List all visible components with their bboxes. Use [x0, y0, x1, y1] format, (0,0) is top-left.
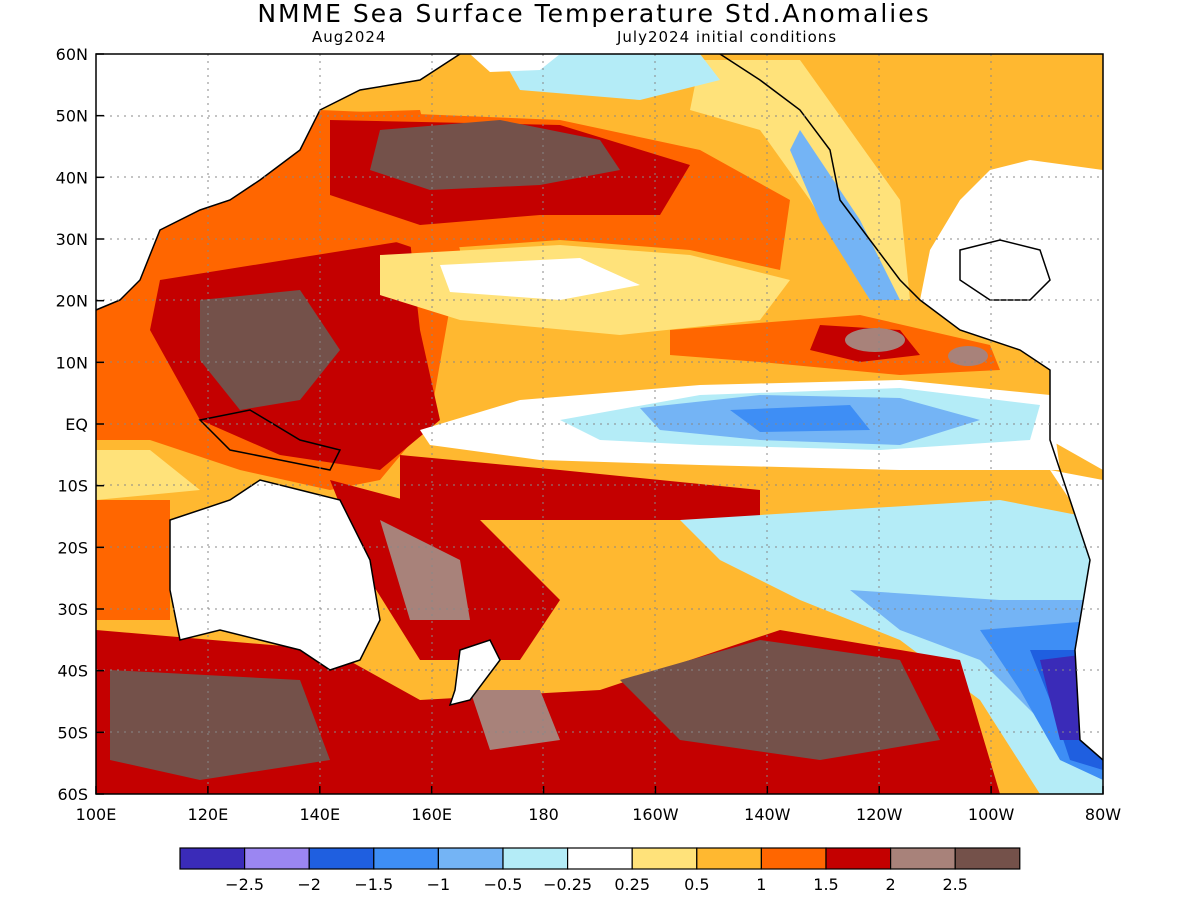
- forecast-month: Aug2024: [312, 28, 387, 46]
- colorbar-tick-label: −1: [427, 875, 451, 894]
- lat-tick-label: 20N: [56, 292, 88, 311]
- colorbar-swatch: [760, 847, 827, 870]
- americas-coastline: [719, 54, 1103, 761]
- colorbar-tick-label: 0.5: [684, 875, 709, 894]
- colorbar-tick-label: −2.5: [225, 875, 264, 894]
- colorbar-swatch: [437, 847, 504, 870]
- itcz-extreme-cell: [845, 328, 905, 352]
- colorbar-swatch: [308, 847, 375, 870]
- southern-ocean-extreme-west: [110, 670, 330, 780]
- colorbar-tick-label: −0.5: [484, 875, 523, 894]
- colorbar-tick-label: −2: [297, 875, 321, 894]
- map-title: NMME Sea Surface Temperature Std.Anomali…: [257, 0, 931, 28]
- colorbar-boxes: [179, 847, 1021, 870]
- lat-tick-label: 40S: [57, 662, 88, 681]
- lat-tick-label: 50S: [57, 723, 88, 742]
- colorbar-swatch: [373, 847, 439, 870]
- lat-tick-label: EQ: [65, 415, 88, 434]
- new-zealand-coastline: [448, 639, 501, 707]
- kuroshio-extension-extreme: [370, 120, 620, 190]
- colorbar-swatch: [696, 847, 762, 870]
- asia-land: [96, 54, 460, 310]
- anomaly-field: [96, 54, 1103, 794]
- colorbar-swatch: [244, 847, 310, 870]
- coastlines: [96, 54, 1103, 761]
- colorbar-labels: −2.5 −2 −1.5 −1 −0.5 −0.25 0.25 0.5 1 1.5 2 2.5: [225, 875, 968, 894]
- colorbar-tick-label: −0.25: [543, 875, 592, 894]
- lat-tick-label: 10N: [56, 353, 88, 372]
- longitude-axis: 100E 120E 140E 160E 180 160W 140W 120W 100W 80W: [76, 786, 1121, 824]
- lat-tick-label: 60S: [57, 785, 88, 804]
- colorbar-tick-label: 1: [756, 875, 766, 894]
- gridlines: [96, 54, 1103, 794]
- tasman-extreme: [470, 690, 560, 750]
- itcz-extreme-cell-east: [948, 346, 988, 366]
- lon-tick-label: 100E: [76, 805, 117, 824]
- indonesia-coastline: [198, 409, 342, 471]
- colorbar-swatch: [825, 847, 892, 870]
- colorbar-tick-label: 1.5: [813, 875, 838, 894]
- lon-tick-label: 180: [528, 805, 559, 824]
- coral-sea-extreme: [380, 520, 470, 620]
- lon-tick-label: 140W: [744, 805, 791, 824]
- indonesia-mild: [96, 450, 200, 500]
- colorbar-tick-label: 2.5: [942, 875, 967, 894]
- philippine-sea-extreme: [200, 290, 340, 410]
- lon-tick-label: 100W: [968, 805, 1015, 824]
- lon-tick-label: 80W: [1085, 805, 1121, 824]
- colorbar-swatch: [889, 847, 956, 870]
- australia-coastline: [169, 479, 381, 671]
- lat-tick-label: 10S: [57, 477, 88, 496]
- bering-land: [470, 54, 560, 72]
- cold-tongue-core: [730, 405, 870, 432]
- chile-coast-extreme-cold: [1040, 655, 1085, 740]
- lat-tick-label: 40N: [56, 168, 88, 187]
- colorbar-swatch: [502, 847, 569, 870]
- gulf-of-alaska-cool: [500, 54, 720, 100]
- north-america-land: [720, 54, 1103, 470]
- lon-tick-label: 160E: [411, 805, 452, 824]
- lat-tick-label: 30N: [56, 230, 88, 249]
- east-indian-ocean-warm: [96, 500, 170, 620]
- lon-tick-label: 160W: [632, 805, 679, 824]
- subtropical-neutral-patch: [440, 258, 640, 300]
- colorbar-swatch: [566, 847, 633, 870]
- colorbar-tick-label: 2: [886, 875, 896, 894]
- lat-tick-label: 20S: [57, 538, 88, 557]
- lon-tick-label: 120E: [188, 805, 229, 824]
- south-america-land: [1050, 470, 1103, 760]
- latitude-axis: 60N 50N 40N 30N 20N 10N EQ 10S 20S 30S 40S 50S 60S: [56, 45, 104, 804]
- colorbar-tick-label: 0.25: [614, 875, 650, 894]
- new-zealand-land: [450, 640, 500, 705]
- initial-conditions: July2024 initial conditions: [617, 28, 838, 46]
- lon-tick-label: 140E: [299, 805, 340, 824]
- lat-tick-label: 50N: [56, 107, 88, 126]
- lat-tick-label: 60N: [56, 45, 88, 64]
- colorbar-swatch: [179, 847, 246, 870]
- colorbar-swatch: [631, 847, 698, 870]
- lat-tick-label: 30S: [57, 600, 88, 619]
- australia-land: [170, 480, 380, 670]
- asia-coastline: [96, 54, 461, 311]
- california-current-cool: [790, 130, 900, 300]
- gulf-coastline: [959, 239, 1051, 301]
- southeast-pacific-cool: [680, 500, 1103, 794]
- colorbar-tick-label: −1.5: [354, 875, 393, 894]
- lon-tick-label: 120W: [856, 805, 903, 824]
- spcz-warm-band: [400, 455, 760, 520]
- colorbar-swatch: [954, 847, 1021, 870]
